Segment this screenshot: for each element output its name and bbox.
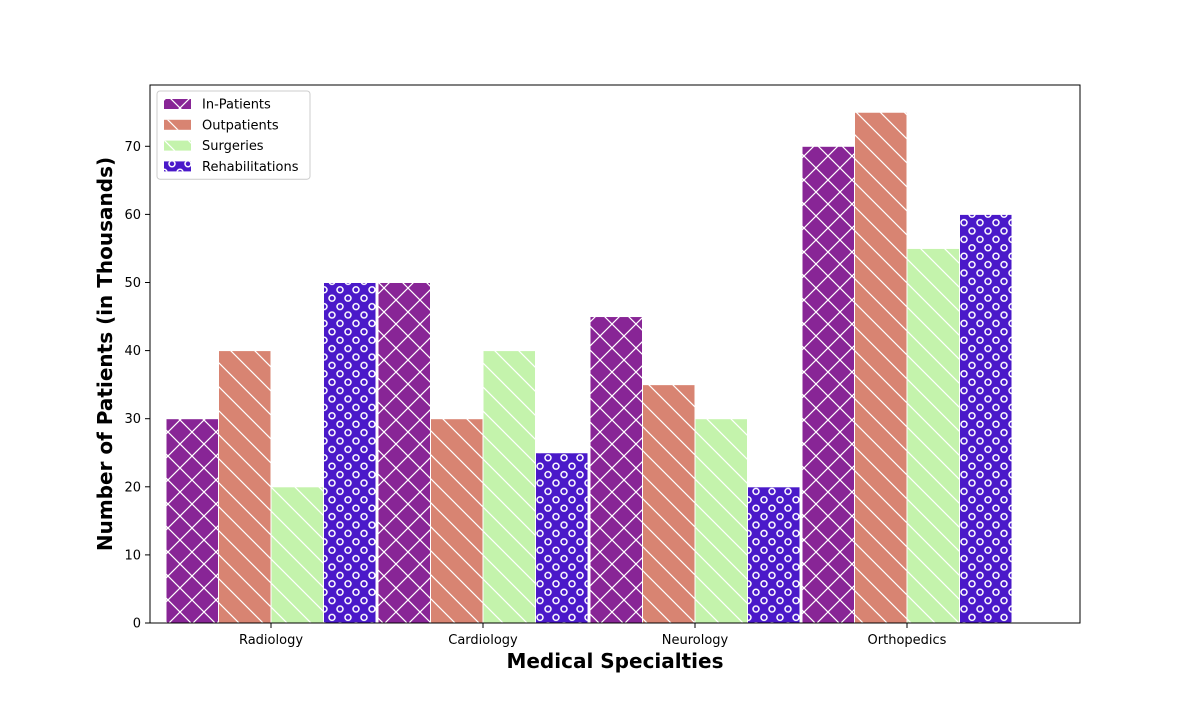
bar-outpatients-orthopedics (854, 111, 908, 624)
bar-in-patients-neurology (589, 316, 643, 624)
y-tick-label: 70 (124, 140, 141, 155)
y-tick-label: 40 (124, 344, 141, 359)
legend-item-rehabilitations: Rehabilitations (164, 160, 299, 175)
bar-surgeries-cardiology (482, 350, 536, 624)
legend-box (156, 90, 311, 180)
legend-item-outpatients: Outpatients (164, 118, 279, 133)
x-axis-title: Medical Specialties (506, 649, 723, 673)
bar-in-patients-cardiology (377, 281, 431, 624)
x-tick-label-neurology: Neurology (662, 633, 729, 648)
x-tick-label-orthopedics: Orthopedics (868, 633, 947, 648)
y-tick-label: 20 (124, 480, 141, 495)
bar-surgeries-radiology (270, 486, 324, 624)
y-tick-label: 50 (124, 276, 141, 291)
x-tick-label-cardiology: Cardiology (448, 633, 518, 648)
bar-rehabilitations-radiology (323, 281, 377, 624)
bar-rehabilitations-orthopedics (959, 213, 1013, 624)
legend-label: Surgeries (202, 139, 264, 154)
bar-rehabilitations-cardiology (535, 452, 589, 624)
y-tick-label: 30 (124, 412, 141, 427)
bar-in-patients-radiology (165, 418, 219, 624)
legend-label: In-Patients (202, 98, 271, 113)
bar-outpatients-radiology (218, 350, 272, 624)
legend: In-Patients Outpatients Surgeries Rehabilit… (156, 90, 311, 180)
legend-label: Outpatients (202, 118, 279, 133)
y-tick-label: 10 (124, 548, 141, 563)
bar-outpatients-cardiology (430, 418, 484, 624)
y-tick-label: 60 (124, 208, 141, 223)
x-axis: Radiology Cardiology Neurology Orthopedics (239, 623, 947, 648)
bars-layer (165, 111, 1013, 624)
bar-surgeries-neurology (694, 418, 748, 624)
bar-outpatients-neurology (642, 384, 696, 624)
legend-item-in-patients: In-Patients (164, 98, 271, 113)
bar-rehabilitations-neurology (747, 486, 801, 624)
y-tick-label: 0 (133, 617, 141, 632)
bar-in-patients-orthopedics (801, 145, 855, 624)
x-tick-label-radiology: Radiology (239, 633, 303, 648)
legend-item-surgeries: Surgeries (164, 139, 264, 154)
y-axis-title: Number of Patients (in Thousands) (93, 157, 117, 551)
y-axis: 0 10 20 30 40 50 60 70 (124, 140, 150, 632)
legend-label: Rehabilitations (202, 160, 299, 175)
plot-area-frame (149, 84, 1081, 624)
bar-surgeries-orthopedics (906, 247, 960, 624)
